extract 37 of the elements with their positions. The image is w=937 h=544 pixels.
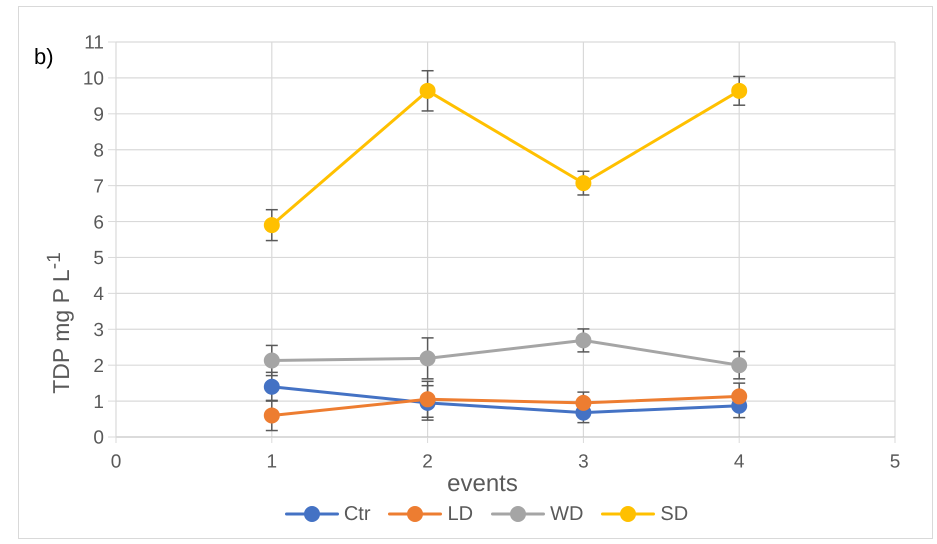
text: b)	[34, 44, 54, 69]
y-tick-label: 1	[93, 392, 104, 413]
y-tick-label: 2	[93, 356, 104, 377]
point	[420, 350, 436, 366]
x-tick-label: 4	[734, 451, 745, 472]
y-tick-label: 6	[93, 212, 104, 234]
point	[420, 82, 436, 99]
legend-label: SD	[660, 502, 688, 526]
x-tick-label: 3	[578, 451, 589, 472]
point	[575, 332, 592, 348]
x-tick-label: 2	[422, 451, 433, 472]
point	[731, 388, 748, 404]
point	[575, 175, 592, 192]
y-tick-label: 7	[93, 176, 104, 198]
point	[264, 378, 280, 395]
point	[264, 407, 280, 424]
y-tick-label: 5	[93, 248, 104, 270]
x-tick-label: 1	[266, 451, 278, 472]
point	[264, 352, 280, 369]
y-tick-label: 8	[93, 140, 104, 162]
point	[731, 82, 748, 99]
x-tick-label: 0	[110, 451, 122, 472]
legend-label: WD	[550, 502, 584, 526]
legend-label: Ctr	[344, 502, 370, 526]
y-tick-label: 0	[93, 428, 104, 449]
legend-label: LD	[447, 502, 474, 526]
point	[575, 394, 592, 411]
point	[264, 217, 280, 234]
y-tick-label: 10	[82, 68, 104, 90]
y-tick-label: 9	[93, 104, 104, 126]
y-tick-label: 4	[93, 284, 104, 306]
point	[731, 357, 748, 374]
y-tick-label: 11	[84, 32, 104, 54]
point	[420, 391, 436, 408]
x-axis-title: events	[447, 470, 518, 497]
x-tick-label: 5	[890, 451, 900, 472]
y-tick-label: 3	[93, 320, 104, 342]
